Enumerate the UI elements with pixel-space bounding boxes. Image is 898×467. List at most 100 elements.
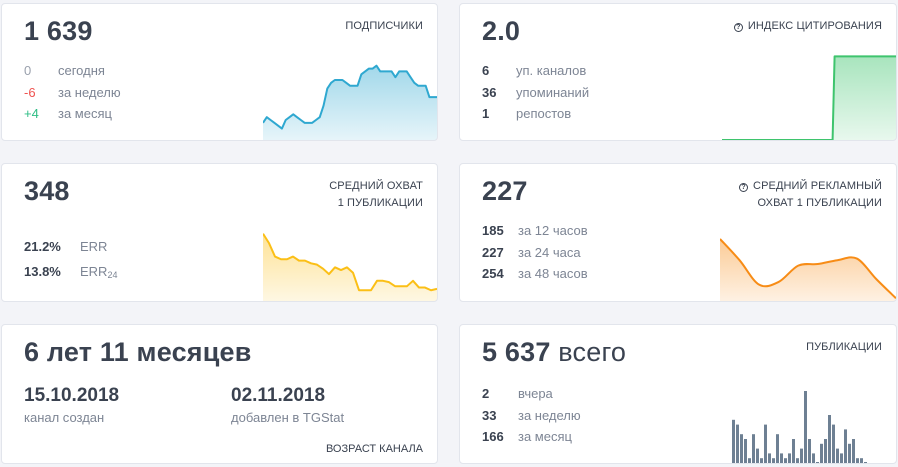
stat-text: вчера [518,386,553,401]
posts-bar[interactable] [772,458,775,463]
posts-bar[interactable] [736,424,739,463]
channel-age-value: 6 лет 11 месяцев [24,337,252,367]
err-stats: 21.2% ERR 13.8% ERR24 [24,234,117,288]
posts-bar[interactable] [824,439,827,463]
posts-bar[interactable] [856,458,859,463]
stat-value: 21.2% [24,239,61,254]
average-reach-sparkline[interactable] [263,229,437,301]
posts-bar[interactable] [812,453,815,463]
posts-bar[interactable] [864,462,867,463]
stat-text: за 48 часов [518,266,588,281]
stat-text: за 24 часа [518,244,581,260]
stat-text: репостов [516,106,572,121]
stat-value: -6 [24,84,36,100]
average-reach-value: 348 [24,176,70,206]
stat-row-channels: 6 уп. каналов [482,60,589,82]
stat-row-today: 0 сегодня [24,60,121,82]
created-date-block: 15.10.2018 канал создан [24,385,119,425]
posts-bar[interactable] [828,415,831,463]
posts-card[interactable]: 5 637 всего ПУБЛИКАЦИИ 2 вчера 33 за нед… [459,324,897,464]
stat-row-err24: 13.8% ERR24 [24,259,117,288]
stat-text: ERR [80,239,108,254]
posts-bar[interactable] [788,453,791,463]
posts-bar[interactable] [836,448,839,463]
added-date: 02.11.2018 [231,385,326,406]
subscribers-count: 1 639 [24,16,93,46]
subscribers-card[interactable]: 1 639 ПОДПИСЧИКИ 0 сегодня -6 за неделю … [1,3,438,141]
subscribers-label: ПОДПИСЧИКИ [345,20,423,32]
stat-text: за неделю [58,84,121,100]
posts-bar[interactable] [768,453,771,463]
stat-text: за неделю [518,407,581,423]
stat-row-month: +4 за месяц [24,103,121,125]
ad-reach-card[interactable]: 227 ? СРЕДНИЙ РЕКЛАМНЫЙ ОХВАТ 1 ПУБЛИКАЦИ… [459,163,897,302]
posts-total: 5 637 всего [482,337,627,367]
stat-value: 227 [482,244,504,260]
question-circle-icon[interactable]: ? [733,23,743,32]
stat-value: +4 [24,106,39,121]
stat-value: 33 [482,407,497,423]
stat-row-48h: 254 за 48 часов [482,263,588,285]
posts-bar[interactable] [748,458,751,463]
posts-bar[interactable] [844,429,847,463]
posts-bar[interactable] [764,424,767,463]
question-circle-icon[interactable]: ? [739,183,749,192]
posts-bar[interactable] [744,439,747,463]
stat-text: за 12 часов [518,223,588,238]
stat-row-yesterday: 2 вчера [482,383,581,405]
posts-bar[interactable] [760,458,763,463]
created-label: канал создан [24,410,105,425]
stat-row-err: 21.2% ERR [24,234,117,259]
posts-bar[interactable] [784,458,787,463]
posts-bar[interactable] [860,458,863,463]
stat-value: 185 [482,223,504,238]
stat-row-week: 33 за неделю [482,405,581,427]
stat-value: 2 [482,386,490,401]
stat-value: 13.8% [24,264,61,279]
channel-age-label: ВОЗРАСТ КАНАЛА [325,443,423,455]
stat-value: 254 [482,266,504,281]
posts-bar[interactable] [740,434,743,463]
channel-age-card[interactable]: 6 лет 11 месяцев 15.10.2018 канал создан… [1,324,438,464]
posts-bar[interactable] [756,448,759,463]
posts-bar[interactable] [820,443,823,463]
posts-bar[interactable] [804,391,807,463]
stat-row-week: -6 за неделю [24,82,121,104]
created-date: 15.10.2018 [24,385,120,406]
posts-bar[interactable] [792,439,795,463]
stat-value: 166 [482,429,504,444]
posts-bar[interactable] [808,439,811,463]
posts-bar[interactable] [796,458,799,463]
stat-text: упоминаний [516,84,590,100]
stat-value: 0 [24,63,32,78]
citation-index-card[interactable]: 2.0 ? ИНДЕКС ЦИТИРОВАНИЯ 6 уп. каналов 36… [459,3,897,141]
stat-text: за месяц [518,429,572,444]
posts-bar[interactable] [816,462,819,463]
posts-bar[interactable] [848,443,851,463]
posts-bar[interactable] [800,448,803,463]
posts-bar[interactable] [780,453,783,463]
posts-bar[interactable] [852,439,855,463]
posts-bar[interactable] [832,424,835,463]
stat-row-mentions: 36 упоминаний [482,82,589,104]
citation-index-sparkline[interactable] [722,44,896,140]
subscribers-sparkline[interactable] [263,56,437,140]
citation-index-label[interactable]: ? ИНДЕКС ЦИТИРОВАНИЯ [733,18,882,35]
posts-stats: 2 вчера 33 за неделю 166 за месяц [482,383,581,448]
posts-bar[interactable] [776,434,779,463]
posts-bar-chart[interactable] [722,387,896,463]
stat-text: за месяц [58,106,112,121]
added-label: добавлен в TGStat [231,410,345,425]
stat-row-24h: 227 за 24 часа [482,242,588,264]
average-reach-label: СРЕДНИЙ ОХВАТ 1 ПУБЛИКАЦИИ [329,180,423,209]
ad-reach-value: 227 [482,176,528,206]
stat-value: 6 [482,63,490,78]
posts-bar[interactable] [840,453,843,463]
ad-reach-sparkline[interactable] [720,231,896,301]
stat-text: ERR24 [80,264,118,280]
average-reach-card[interactable]: 348 СРЕДНИЙ ОХВАТ 1 ПУБЛИКАЦИИ 21.2% ERR… [1,163,438,302]
ad-reach-label[interactable]: ? СРЕДНИЙ РЕКЛАМНЫЙ ОХВАТ 1 ПУБЛИКАЦИИ [739,178,882,212]
stat-value: 1 [482,106,490,121]
posts-bar[interactable] [732,419,735,463]
posts-bar[interactable] [752,434,755,463]
